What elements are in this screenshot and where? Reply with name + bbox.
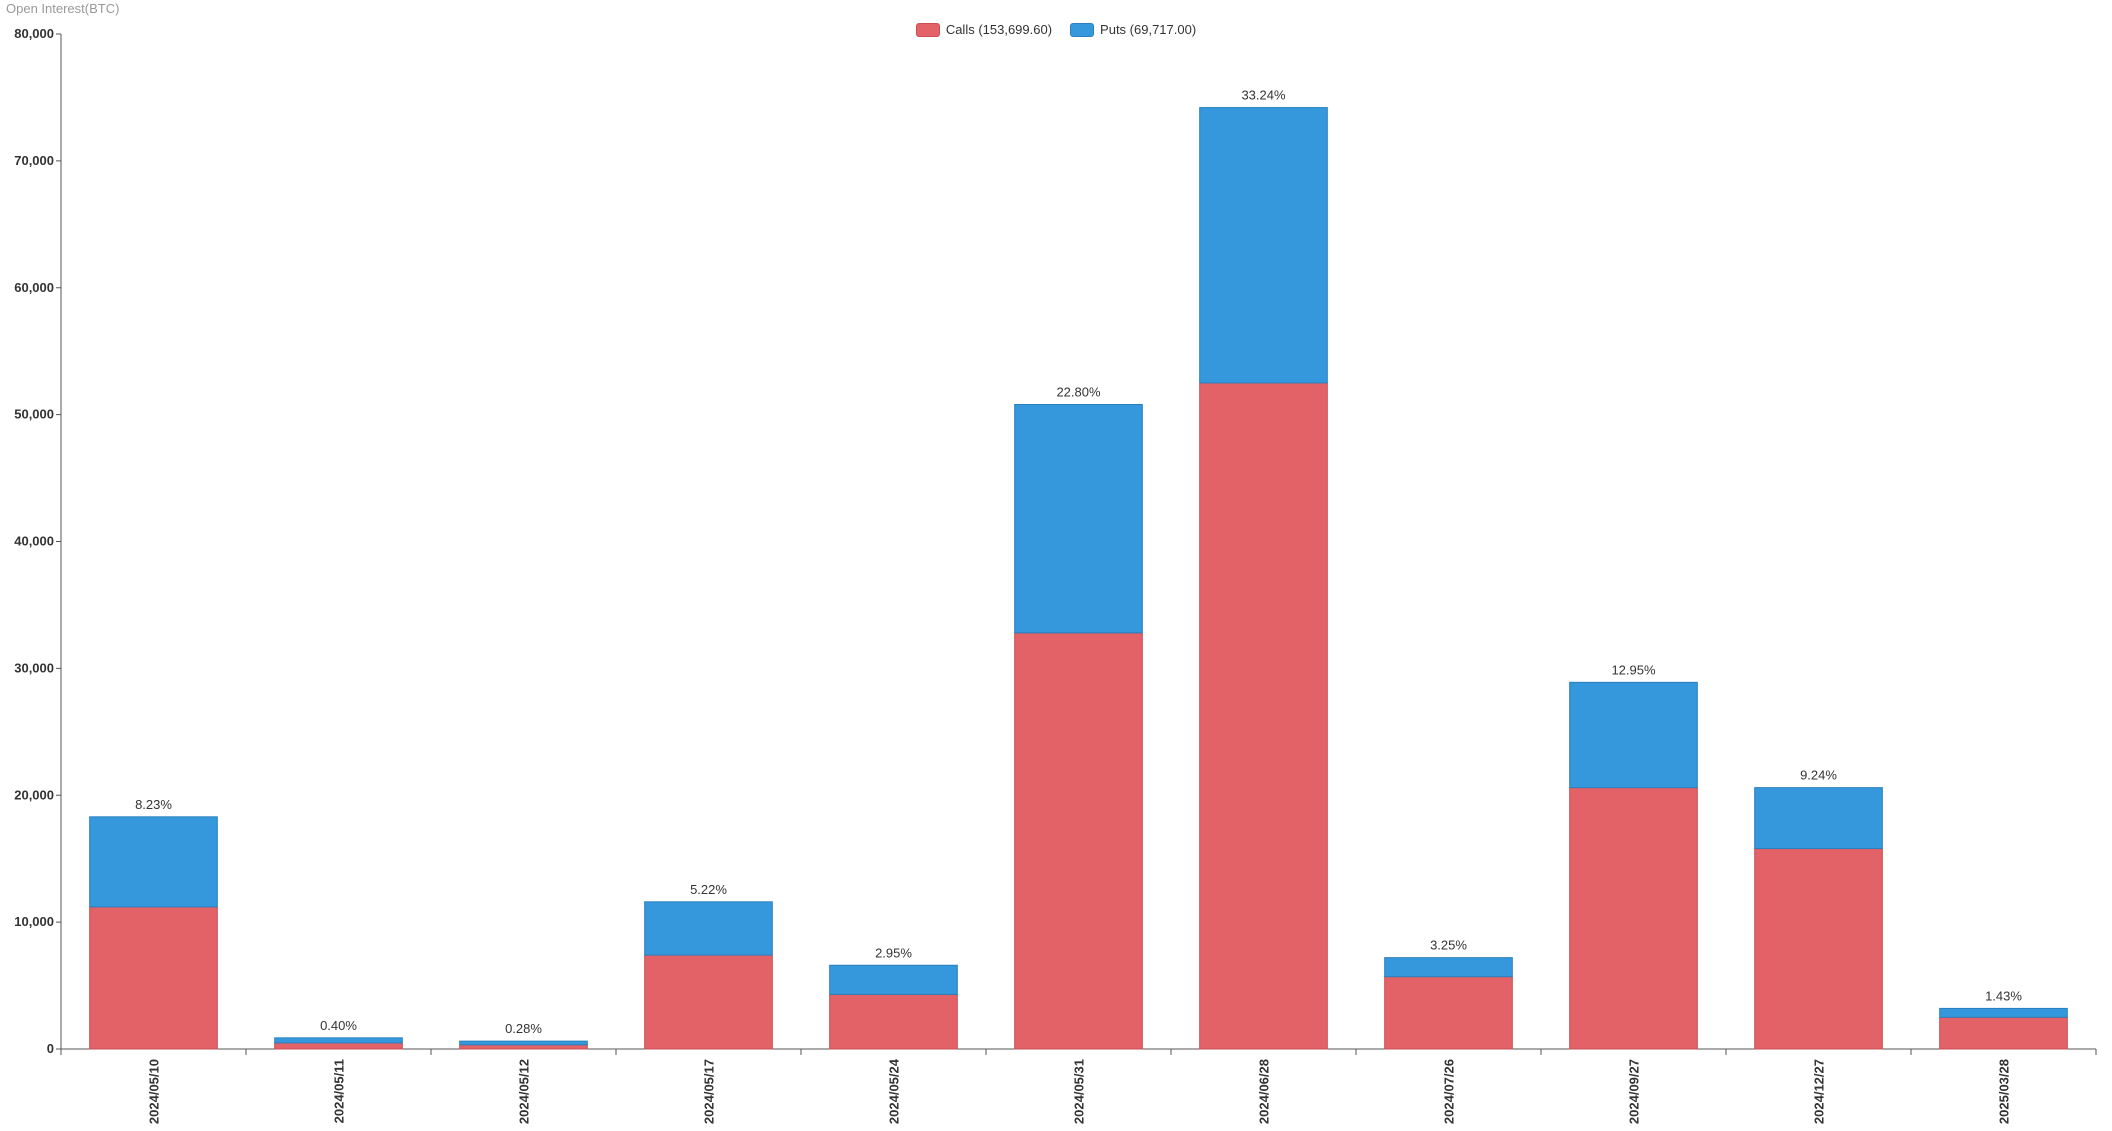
x-tick-label: 2024/05/10 [147,1059,162,1124]
bar-calls [1569,787,1698,1050]
bar-calls [829,993,958,1050]
x-tick-label: 2024/05/31 [1072,1059,1087,1124]
bar-calls [644,954,773,1050]
bar-puts [1754,787,1883,850]
x-tick-label: 2024/05/11 [332,1059,347,1123]
legend-item-puts[interactable]: Puts (69,717.00) [1070,22,1196,37]
bar-calls [1939,1016,2068,1050]
y-tick-label: 20,000 [14,787,54,802]
bar-percent-label: 5.22% [690,882,727,897]
bar-calls [1754,848,1883,1050]
bar-percent-label: 33.24% [1241,88,1286,103]
bar-puts [274,1037,403,1044]
bar-percent-label: 2.95% [875,945,912,960]
bar-calls [1014,632,1143,1050]
y-tick-label: 80,000 [14,26,54,41]
y-tick-label: 50,000 [14,407,54,422]
bar-puts [1569,681,1698,789]
x-tick-label: 2024/05/17 [702,1059,717,1124]
legend-item-calls[interactable]: Calls (153,699.60) [915,22,1053,37]
x-tick-label: 2025/03/28 [1997,1059,2012,1124]
bar-puts [1199,107,1328,384]
bar-percent-label: 12.95% [1611,662,1656,677]
legend-label-puts: Puts (69,717.00) [1100,22,1197,37]
legend-label-calls: Calls (153,699.60) [945,22,1053,37]
bar-percent-label: 8.23% [135,797,172,812]
x-tick-label: 2024/07/26 [1442,1059,1457,1124]
y-tick-label: 0 [47,1041,54,1056]
y-tick-label: 40,000 [14,534,54,549]
bar-puts [1384,957,1513,978]
bar-percent-label: 0.40% [320,1018,357,1033]
bar-puts [89,816,218,908]
bar-percent-label: 1.43% [1985,988,2022,1003]
y-axis-title: Open Interest(BTC) [6,1,120,16]
bar-percent-label: 3.25% [1430,938,1467,953]
bar-calls [274,1042,403,1050]
bar-percent-label: 22.80% [1056,384,1101,399]
bar-puts [459,1040,588,1046]
x-tick-label: 2024/09/27 [1627,1059,1642,1124]
y-tick-label: 70,000 [14,153,54,168]
bar-percent-label: 0.28% [505,1021,542,1036]
legend: Calls (153,699.60) Puts (69,717.00) [0,22,2112,37]
bar-puts [1014,403,1143,634]
bar-puts [1939,1007,2068,1018]
y-tick-label: 10,000 [14,914,54,929]
bar-calls [1384,976,1513,1050]
bar-puts [644,901,773,956]
y-tick-label: 60,000 [14,280,54,295]
x-tick-label: 2024/06/28 [1257,1059,1272,1124]
x-tick-label: 2024/12/27 [1812,1059,1827,1124]
x-tick-label: 2024/05/24 [887,1058,902,1124]
y-tick-label: 30,000 [14,660,54,675]
bar-calls [1199,382,1328,1050]
bar-percent-label: 9.24% [1800,768,1837,783]
legend-swatch-puts [1070,22,1095,37]
bar-puts [829,964,958,995]
legend-swatch-calls [915,22,940,37]
bar-calls [89,906,218,1050]
x-tick-label: 2024/05/12 [517,1059,532,1124]
bar-calls [459,1044,588,1050]
